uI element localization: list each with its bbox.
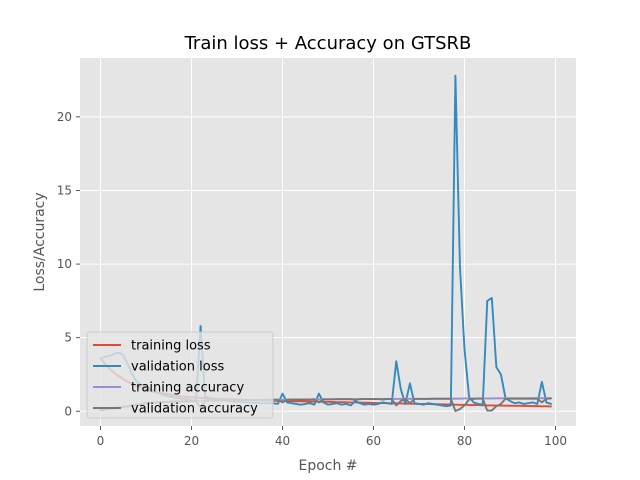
legend-label: training loss (131, 339, 211, 354)
axis-ticks: 0 20 40 60 80 100 0 5 10 15 20 (57, 110, 567, 448)
y-tick-label: 20 (57, 110, 72, 124)
x-tick-label: 80 (457, 434, 472, 448)
x-tick-label: 40 (275, 434, 290, 448)
legend-box (86, 331, 274, 419)
legend-label: validation loss (131, 360, 224, 375)
x-tick-label: 60 (366, 434, 381, 448)
y-tick-label: 10 (57, 257, 72, 271)
y-tick-label: 15 (57, 183, 72, 197)
y-tick-label: 0 (64, 404, 72, 418)
x-tick-label: 20 (184, 434, 199, 448)
legend-label: validation accuracy (131, 402, 258, 417)
x-tick-label: 0 (97, 434, 105, 448)
legend: training loss validation loss training acc… (86, 331, 274, 419)
y-tick-label: 5 (64, 331, 72, 345)
x-tick-label: 100 (544, 434, 567, 448)
chart-title: Train loss + Accuracy on GTSRB (184, 33, 472, 54)
y-axis-label: Loss/Accuracy (32, 192, 48, 291)
legend-label: training accuracy (131, 381, 244, 396)
x-axis-label: Epoch # (298, 458, 357, 474)
